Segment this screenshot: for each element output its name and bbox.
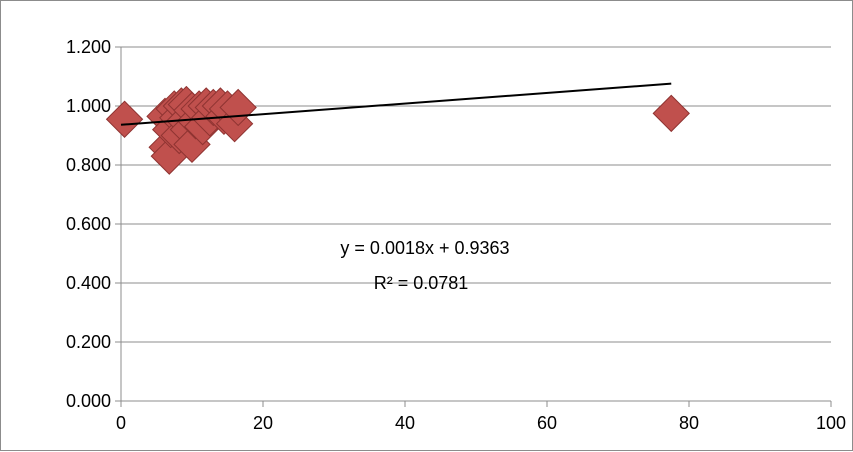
x-tick-labels: 0 20 40 60 80 100	[116, 413, 846, 433]
x-tick-label: 40	[395, 413, 415, 433]
x-tick-label: 100	[816, 413, 846, 433]
trendline-r-squared: R² = 0.0781	[374, 273, 469, 293]
x-tick-label: 80	[679, 413, 699, 433]
x-tick-label: 0	[116, 413, 126, 433]
data-point	[105, 100, 144, 138]
y-tick-label: 1.200	[66, 37, 111, 57]
trendline-equation-group: y = 0.0018x + 0.9363 R² = 0.0781	[340, 238, 509, 293]
y-tick-label: 0.000	[66, 391, 111, 411]
x-tick-label: 20	[253, 413, 273, 433]
trendline-equation: y = 0.0018x + 0.9363	[340, 238, 509, 258]
trendline	[120, 82, 672, 126]
y-tick-labels: 0.000 0.200 0.400 0.600 0.800 1.000 1.200	[66, 37, 111, 411]
y-tick-label: 0.400	[66, 273, 111, 293]
x-tick-label: 60	[537, 413, 557, 433]
data-point	[652, 94, 690, 133]
y-tick-label: 0.800	[66, 155, 111, 175]
y-tick-label: 0.200	[66, 332, 111, 352]
y-tick-label: 0.600	[66, 214, 111, 234]
y-tick-label: 1.000	[66, 96, 111, 116]
data-points	[105, 82, 690, 175]
